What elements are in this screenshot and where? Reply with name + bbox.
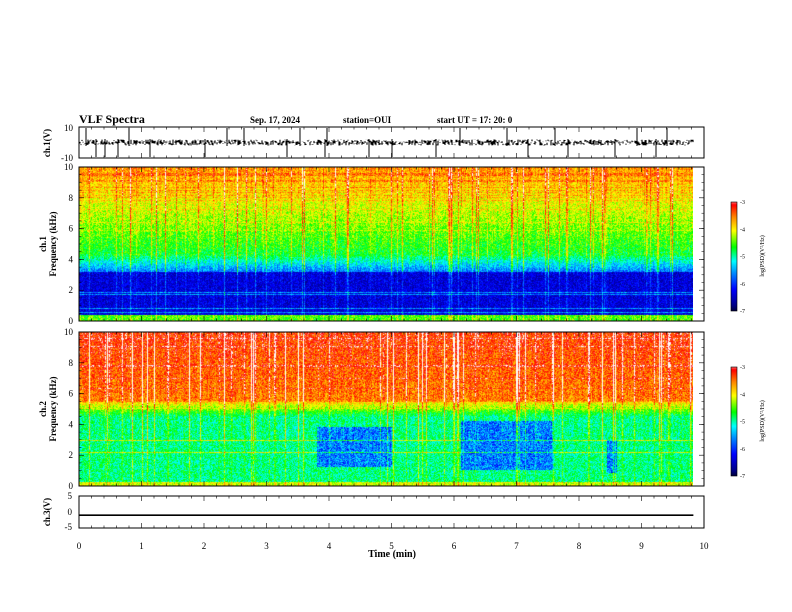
ch1-spectrogram-image [79, 167, 693, 321]
colorbar-tick-label: -6 [740, 447, 745, 453]
colorbar-tick-label: -3 [740, 365, 745, 371]
ch1-ytick-bottom: -10 [61, 153, 73, 163]
time-axis-label: Time (min) [368, 549, 416, 560]
x-tick-label: 6 [452, 541, 457, 551]
ch1-waveform-panel: 10 -10 ch.1(V) [42, 123, 705, 163]
ch2-spectrogram-yticks: 0 2 4 6 8 10 [64, 327, 704, 491]
colorbar-tick-label: -4 [740, 392, 745, 398]
x-tick-label: 3 [264, 541, 269, 551]
x-tick-label: 0 [77, 541, 82, 551]
ch2-colorbar-frame [730, 366, 738, 477]
ch1-spectrogram-yticks: 0 2 4 6 8 10 [64, 162, 704, 326]
x-tick-label: 9 [639, 541, 644, 551]
ch1-colorbar [731, 202, 737, 311]
colorbar-tick-label: -5 [740, 255, 745, 261]
y-tick-label: 0 [69, 316, 74, 326]
ch2-spec-ylabel-line2: Frequency (kHz) [48, 376, 58, 441]
y-tick-label: 8 [69, 358, 74, 368]
ch3-ylabel: ch.3(V) [42, 498, 52, 526]
y-tick-label: 6 [69, 389, 74, 399]
ch1-colorbar-frame [730, 201, 738, 312]
x-tick-label: 7 [514, 541, 519, 551]
y-tick-label: 10 [64, 327, 74, 337]
waveform-noise [79, 139, 694, 146]
x-tick-label: 8 [577, 541, 582, 551]
time-axis-labels: 0 1 2 3 4 5 6 7 8 9 10 [77, 541, 709, 551]
x-tick-label: 2 [202, 541, 207, 551]
colorbar-tick-label: -4 [740, 227, 745, 233]
y-tick-label: 6 [69, 224, 74, 234]
ch1-spec-ylabel-line1: ch.1 [38, 236, 48, 252]
y-tick-label: 0 [69, 481, 74, 491]
date-label: Sep. 17, 2024 [250, 115, 301, 125]
colorbar-tick-label: -7 [740, 474, 745, 480]
ch2-colorbar [731, 367, 737, 476]
ch1-spec-ylabel-line2: Frequency (kHz) [48, 211, 58, 276]
x-tick-label: 1 [139, 541, 144, 551]
colorbar-tick-label: -6 [740, 282, 745, 288]
ch3-ytick-0: 0 [68, 507, 73, 517]
x-tick-label: 10 [700, 541, 710, 551]
ch1-ylabel: ch.1(V) [42, 129, 52, 157]
y-tick-label: 4 [69, 419, 74, 429]
figure-title: VLF Spectra [79, 112, 145, 126]
time-axis-ticks [78, 127, 705, 528]
ch1-colorbar-ticks: -3 -4 -5 -6 -7 [740, 200, 745, 315]
ch2-spec-ylabel-line1: ch.2 [38, 401, 48, 417]
ch3-ytick-neg5: -5 [65, 522, 73, 532]
ch3-ytick-5: 5 [68, 491, 73, 501]
ch1-ytick-top: 10 [64, 123, 74, 133]
ch1-colorbar-label: log(PSD)(V²/Hz) [759, 235, 766, 276]
y-tick-label: 2 [69, 285, 74, 295]
start-ut-label: start UT = 17: 20: 0 [437, 115, 513, 125]
station-label: station=OUI [343, 115, 392, 125]
ch1-waveform-trace [79, 128, 694, 157]
colorbar-tick-label: -5 [740, 420, 745, 426]
ch2-colorbar-label: log(PSD)(V²/Hz) [759, 400, 766, 441]
ch2-spectrogram-image [79, 332, 693, 486]
y-tick-label: 4 [69, 254, 74, 264]
colorbar-tick-label: -7 [740, 309, 745, 315]
x-tick-label: 5 [389, 541, 394, 551]
ch2-colorbar-ticks: -3 -4 -5 -6 -7 [740, 365, 745, 480]
y-tick-label: 2 [69, 450, 74, 460]
y-tick-label: 8 [69, 193, 74, 203]
colorbar-tick-label: -3 [740, 200, 745, 206]
x-tick-label: 4 [327, 541, 332, 551]
y-tick-label: 10 [64, 162, 74, 172]
